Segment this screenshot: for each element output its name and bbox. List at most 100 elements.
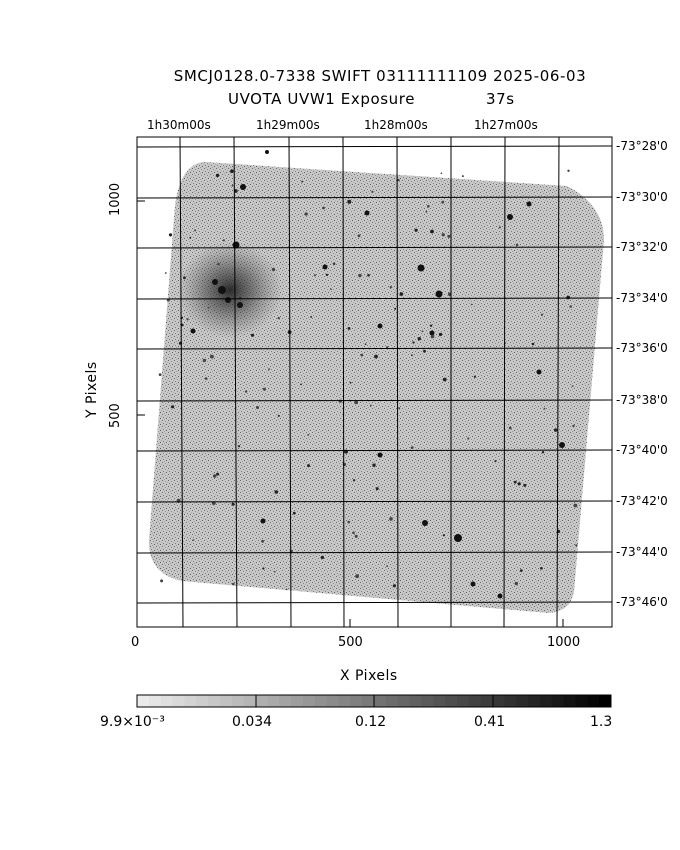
plot-title-line2-left: UVOTA UVW1 Exposure [228, 90, 416, 108]
faint-source [354, 400, 359, 405]
faint-source [277, 316, 280, 320]
faint-source [517, 482, 521, 486]
faint-source [513, 480, 517, 484]
faint-source [349, 381, 352, 384]
colorbar-cell [504, 695, 517, 707]
star-source [260, 518, 266, 524]
colorbar-cell [255, 695, 268, 707]
faint-source [277, 414, 280, 417]
faint-source [470, 303, 473, 306]
faint-source [515, 243, 519, 247]
faint-source [438, 332, 443, 337]
star-source [225, 297, 231, 303]
colorbar-cell [184, 695, 197, 707]
faint-source [508, 426, 512, 430]
faint-source [540, 313, 544, 316]
faint-source [271, 267, 276, 272]
faint-source [262, 387, 266, 391]
faint-source [322, 206, 325, 210]
faint-source [569, 305, 572, 308]
faint-source [541, 451, 545, 454]
faint-source [186, 318, 189, 321]
faint-source [207, 306, 210, 309]
plot-title-line1: SMCJ0128.0-7338 SWIFT 03111111109 2025-0… [173, 67, 587, 85]
x-axis-ticks [136, 619, 564, 627]
colorbar-label-max: 1.3 [590, 714, 613, 730]
colorbar-label-4: 0.41 [474, 714, 506, 730]
colorbar-cell [492, 695, 505, 707]
faint-source [389, 286, 392, 289]
faint-source [411, 354, 413, 357]
faint-source [273, 570, 276, 573]
colorbar-cell [267, 695, 280, 707]
star-source [497, 593, 503, 599]
dec-label-4: -73°34'0 [616, 291, 668, 305]
faint-source [250, 333, 255, 337]
colorbar-cell [208, 695, 221, 707]
faint-source [374, 354, 378, 359]
star-source [454, 534, 462, 542]
ra-label-1: 1h30m00s [147, 118, 211, 132]
faint-source [430, 334, 435, 339]
colorbar-cell [326, 695, 339, 707]
faint-source [389, 517, 393, 521]
faint-source [262, 567, 265, 570]
faint-source [256, 406, 259, 409]
faint-source [338, 399, 342, 403]
faint-source [571, 385, 574, 387]
faint-source [360, 353, 364, 357]
star-source [240, 184, 246, 190]
colorbar-cell [279, 695, 292, 707]
faint-source [194, 229, 197, 232]
faint-source [183, 276, 186, 280]
faint-source [313, 274, 316, 277]
faint-source [347, 520, 351, 524]
colorbar-cell [397, 695, 411, 707]
dec-label-10: -73°46'0 [616, 595, 668, 609]
star-source [190, 328, 196, 334]
faint-source [171, 405, 175, 409]
faint-source [399, 292, 404, 296]
faint-source [292, 511, 296, 515]
faint-source [325, 273, 329, 277]
star-source [218, 286, 226, 294]
dec-label-9: -73°44'0 [616, 545, 668, 559]
faint-source [394, 307, 397, 310]
faint-source [514, 581, 518, 586]
x-axis-title: X Pixels [340, 668, 398, 684]
faint-source [158, 373, 162, 376]
dec-gridline [136, 297, 613, 300]
faint-source [410, 446, 414, 449]
faint-source [441, 200, 445, 204]
colorbar-label-min: 9.9×10⁻³ [100, 714, 165, 730]
faint-source [274, 490, 279, 494]
faint-source [230, 169, 234, 173]
faint-source [442, 377, 447, 382]
star-cluster-glow [178, 242, 282, 338]
faint-source [238, 445, 241, 448]
colorbar-cell [563, 695, 576, 707]
colorbar-cell [599, 695, 612, 707]
exposure-footprint [148, 162, 604, 613]
faint-source [352, 479, 356, 482]
faint-source [364, 343, 367, 346]
faint-source [192, 539, 195, 541]
star-source [429, 330, 435, 336]
colorbar-cell [148, 695, 162, 707]
dec-gridline [136, 449, 613, 452]
dec-label-7: -73°40'0 [616, 443, 668, 457]
ra-gridline [288, 136, 292, 628]
colorbar-cell [314, 695, 328, 707]
colorbar-cell [219, 695, 233, 707]
faint-source [304, 212, 308, 216]
faint-source [347, 199, 352, 204]
star-source [377, 452, 383, 458]
colorbar-cell [409, 695, 422, 707]
faint-source [355, 574, 359, 579]
faint-source [566, 295, 571, 300]
plot-frame [136, 136, 613, 628]
faint-source [467, 437, 470, 440]
faint-source [573, 503, 578, 508]
star-source [422, 520, 428, 526]
